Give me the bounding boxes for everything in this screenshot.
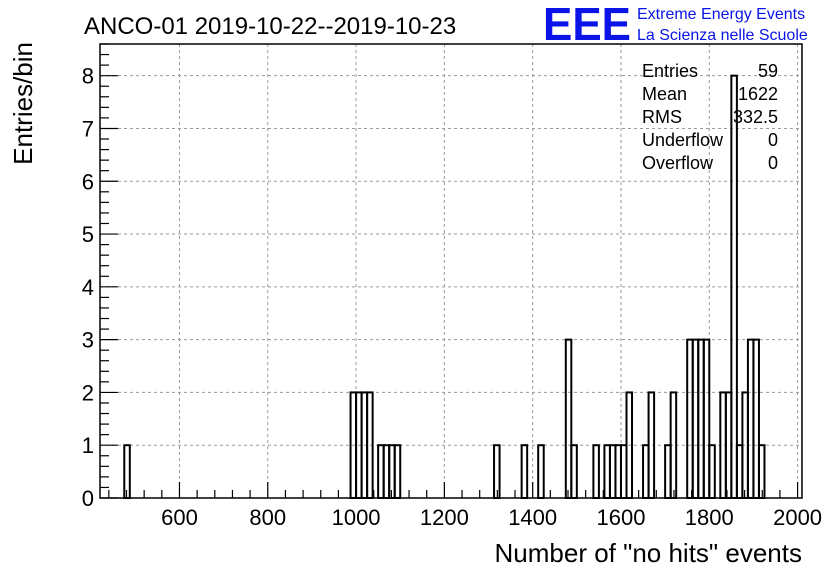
y-tick-label: 6 <box>82 169 94 194</box>
y-axis: 0 1 2 3 4 5 6 7 8 <box>82 43 118 511</box>
stats-label: RMS <box>642 107 682 127</box>
stats-box: Entries 59 Mean 1622 RMS 332.5 Underflow 0 Overf… <box>642 61 778 173</box>
y-tick-label: 2 <box>82 380 94 405</box>
stats-label: Underflow <box>642 130 724 150</box>
stats-value: 59 <box>758 61 778 81</box>
stats-value: 0 <box>768 130 778 150</box>
y-tick-label: 1 <box>82 433 94 458</box>
y-axis-label: Entries/bin <box>8 42 38 165</box>
y-tick-label: 5 <box>82 222 94 247</box>
chart-title: ANCO-01 2019-10-22--2019-10-23 <box>84 13 456 40</box>
x-tick-label: 1800 <box>685 505 734 530</box>
x-axis-label: Number of "no hits" events <box>495 538 803 568</box>
stats-label: Overflow <box>642 153 714 173</box>
stats-label: Entries <box>642 61 698 81</box>
stats-value: 332.5 <box>733 107 778 127</box>
x-tick-label: 800 <box>249 505 286 530</box>
plot-frame <box>99 43 803 499</box>
y-tick-label: 4 <box>82 275 94 300</box>
logo-line-2: La Scienza nelle Scuole <box>637 27 808 44</box>
x-tick-label: 600 <box>161 505 198 530</box>
stats-label: Mean <box>642 84 687 104</box>
y-tick-label: 7 <box>82 116 94 141</box>
y-tick-label: 0 <box>82 486 94 511</box>
x-tick-label: 1600 <box>597 505 646 530</box>
logo-line-1: Extreme Energy Events <box>637 6 805 23</box>
plot-border <box>99 43 803 499</box>
y-tick-label: 8 <box>82 64 94 89</box>
x-tick-label: 2000 <box>773 505 822 530</box>
y-tick-label: 3 <box>82 328 94 353</box>
x-tick-label: 1000 <box>332 505 381 530</box>
stats-value: 1622 <box>738 84 778 104</box>
logo-eee-text: EEE <box>543 0 631 50</box>
x-axis: 600 800 1000 1200 1400 1600 1800 2000 <box>108 482 822 530</box>
x-tick-label: 1400 <box>508 505 557 530</box>
stats-value: 0 <box>768 153 778 173</box>
x-tick-label: 1200 <box>420 505 469 530</box>
eee-logo: EEE Extreme Energy Events La Scienza nel… <box>543 0 808 50</box>
